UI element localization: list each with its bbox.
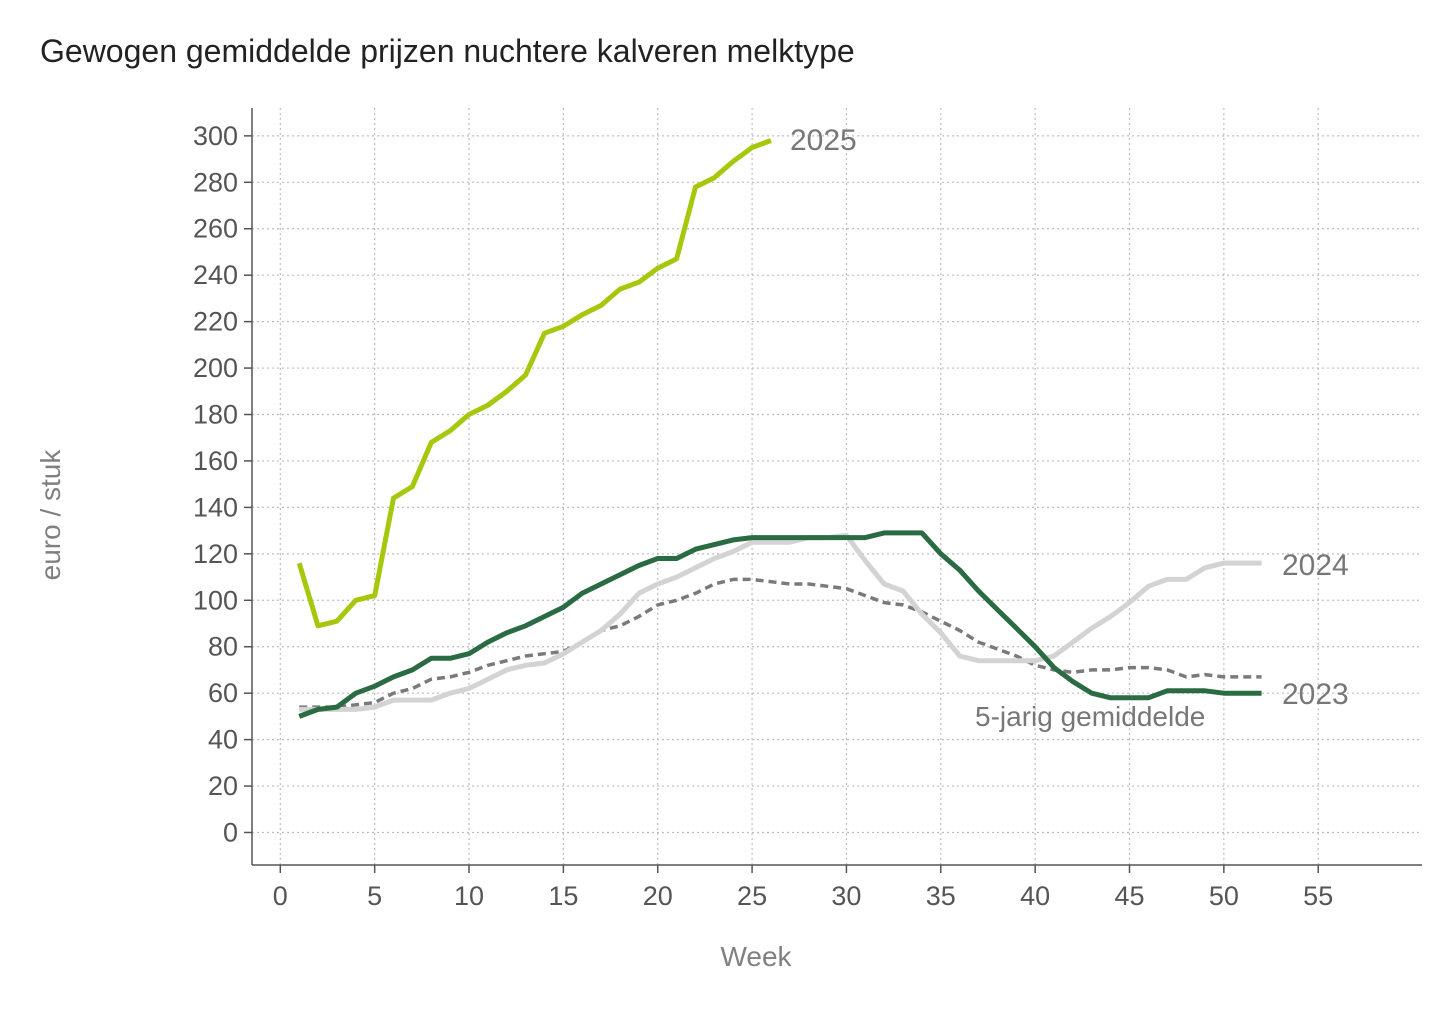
x-tick-label-0: 0 xyxy=(273,881,288,911)
x-tick-label-40: 40 xyxy=(1020,881,1050,911)
y-tick-label-120: 120 xyxy=(193,539,238,569)
y-axis-label: euro / stuk xyxy=(35,449,66,581)
y-tick-label-0: 0 xyxy=(223,817,238,847)
y-tick-label-220: 220 xyxy=(193,307,238,337)
y-tick-label-180: 180 xyxy=(193,400,238,430)
x-tick-label-5: 5 xyxy=(367,881,382,911)
series-lines xyxy=(296,138,1262,719)
y-tick-label-80: 80 xyxy=(208,632,238,662)
y-tick-label-40: 40 xyxy=(208,725,238,755)
x-tick-label-25: 25 xyxy=(737,881,767,911)
y-tick-label-140: 140 xyxy=(193,492,238,522)
x-tick-label-35: 35 xyxy=(926,881,956,911)
x-tick-label-20: 20 xyxy=(643,881,673,911)
series-line-2024 xyxy=(299,532,1262,712)
x-tick-labels: 0 5 10 15 20 25 30 35 40 45 50 55 xyxy=(273,881,1333,911)
y-tick-label-200: 200 xyxy=(193,353,238,383)
x-tick-label-50: 50 xyxy=(1209,881,1239,911)
x-tick-label-45: 45 xyxy=(1114,881,1144,911)
y-tick-labels: 0 20 40 60 80 100 120 140 160 180 200 220 240 260 280 3… xyxy=(193,121,238,848)
series-line-5-jarig-gemiddelde xyxy=(299,577,1262,709)
series-label-5-jarig-gemiddelde: 5-jarig gemiddelde xyxy=(975,701,1205,732)
y-tick-label-100: 100 xyxy=(193,585,238,615)
axes xyxy=(244,108,1422,873)
x-axis-label: Week xyxy=(720,941,792,972)
series-line-2025 xyxy=(296,138,772,629)
gridlines xyxy=(252,108,1422,865)
series-line-2023 xyxy=(298,530,1262,719)
y-tick-label-60: 60 xyxy=(208,678,238,708)
y-tick-label-260: 260 xyxy=(193,214,238,244)
series-labels: 2025 2024 2023 5-jarig gemiddelde xyxy=(790,124,1349,732)
y-tick-label-160: 160 xyxy=(193,446,238,476)
y-tick-label-20: 20 xyxy=(208,771,238,801)
series-label-2025: 2025 xyxy=(790,124,857,157)
x-tick-label-30: 30 xyxy=(831,881,861,911)
chart-title: Gewogen gemiddelde prijzen nuchtere kalv… xyxy=(40,33,855,69)
y-tick-label-280: 280 xyxy=(193,167,238,197)
series-label-2023: 2023 xyxy=(1282,678,1349,711)
x-tick-label-15: 15 xyxy=(548,881,578,911)
y-tick-label-300: 300 xyxy=(193,121,238,151)
x-tick-label-55: 55 xyxy=(1303,881,1333,911)
y-tick-label-240: 240 xyxy=(193,260,238,290)
x-tick-label-10: 10 xyxy=(454,881,484,911)
series-label-2024: 2024 xyxy=(1282,549,1349,582)
